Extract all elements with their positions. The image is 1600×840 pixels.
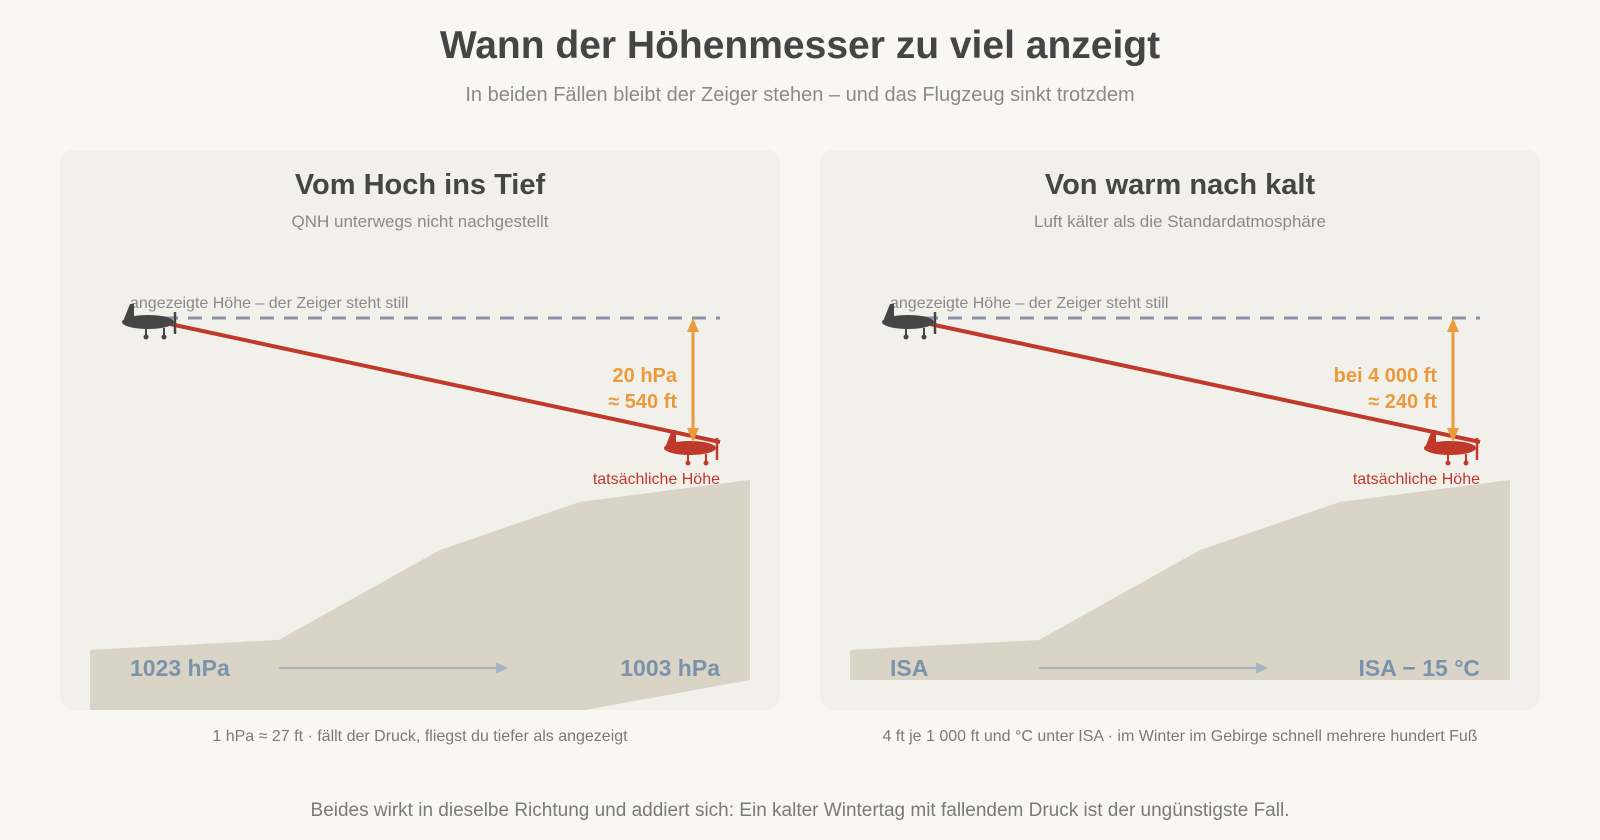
actual-path-line <box>169 322 721 444</box>
panel-title: Vom Hoch ins Tief <box>295 169 546 201</box>
panel-subtitle: QNH unterwegs nicht nachgestellt <box>291 212 548 231</box>
plane-end-icon <box>1424 430 1479 466</box>
panel-subtitle: Luft kälter als die Standardatmosphäre <box>1034 212 1326 231</box>
start-value: 1023 hPa <box>130 655 230 681</box>
pressure-diagram: Vom Hoch ins Tief QNH unterwegs nicht na… <box>90 169 750 710</box>
indicated-altitude-label: angezeigte Höhe – der Zeiger steht still <box>130 295 408 312</box>
temperature-diagram: Von warm nach kalt Luft kälter als die S… <box>850 169 1510 681</box>
plane-end-icon <box>664 430 719 466</box>
caption-temperature: 4 ft je 1 000 ft und °C unter ISA · im W… <box>882 728 1478 745</box>
progression-arrow <box>1039 662 1268 674</box>
difference-line1: 20 hPa <box>613 365 678 387</box>
difference-arrow <box>687 318 699 442</box>
page-title: Wann der Höhenmesser zu viel anzeigt <box>439 24 1161 67</box>
caption-pressure: 1 hPa ≈ 27 ft · fällt der Druck, fliegst… <box>212 728 628 745</box>
indicated-altitude-label: angezeigte Höhe – der Zeiger steht still <box>890 295 1168 312</box>
terrain-base <box>850 480 1510 680</box>
footer-note: Beides wirkt in dieselbe Richtung und ad… <box>310 800 1290 821</box>
difference-arrow <box>1447 318 1459 442</box>
terrain-base <box>90 480 750 680</box>
actual-altitude-label: tatsächliche Höhe <box>593 471 720 488</box>
actual-altitude-label: tatsächliche Höhe <box>1353 471 1480 488</box>
panel-title: Von warm nach kalt <box>1045 169 1316 201</box>
start-value: ISA <box>890 655 928 681</box>
end-value: 1003 hPa <box>620 655 720 681</box>
difference-line2: ≈ 540 ft <box>608 391 677 413</box>
difference-line2: ≈ 240 ft <box>1368 391 1437 413</box>
panel-temperature: Von warm nach kalt Luft kälter als die S… <box>820 150 1540 710</box>
page-subtitle: In beiden Fällen bleibt der Zeiger stehe… <box>465 84 1135 106</box>
progression-arrow <box>279 662 508 674</box>
end-value: ISA − 15 °C <box>1359 655 1480 681</box>
difference-line1: bei 4 000 ft <box>1334 365 1438 387</box>
panel-pressure: Vom Hoch ins Tief QNH unterwegs nicht na… <box>60 150 780 710</box>
actual-path-line <box>929 322 1481 444</box>
plane-start-icon <box>122 304 177 340</box>
plane-start-icon <box>882 304 937 340</box>
